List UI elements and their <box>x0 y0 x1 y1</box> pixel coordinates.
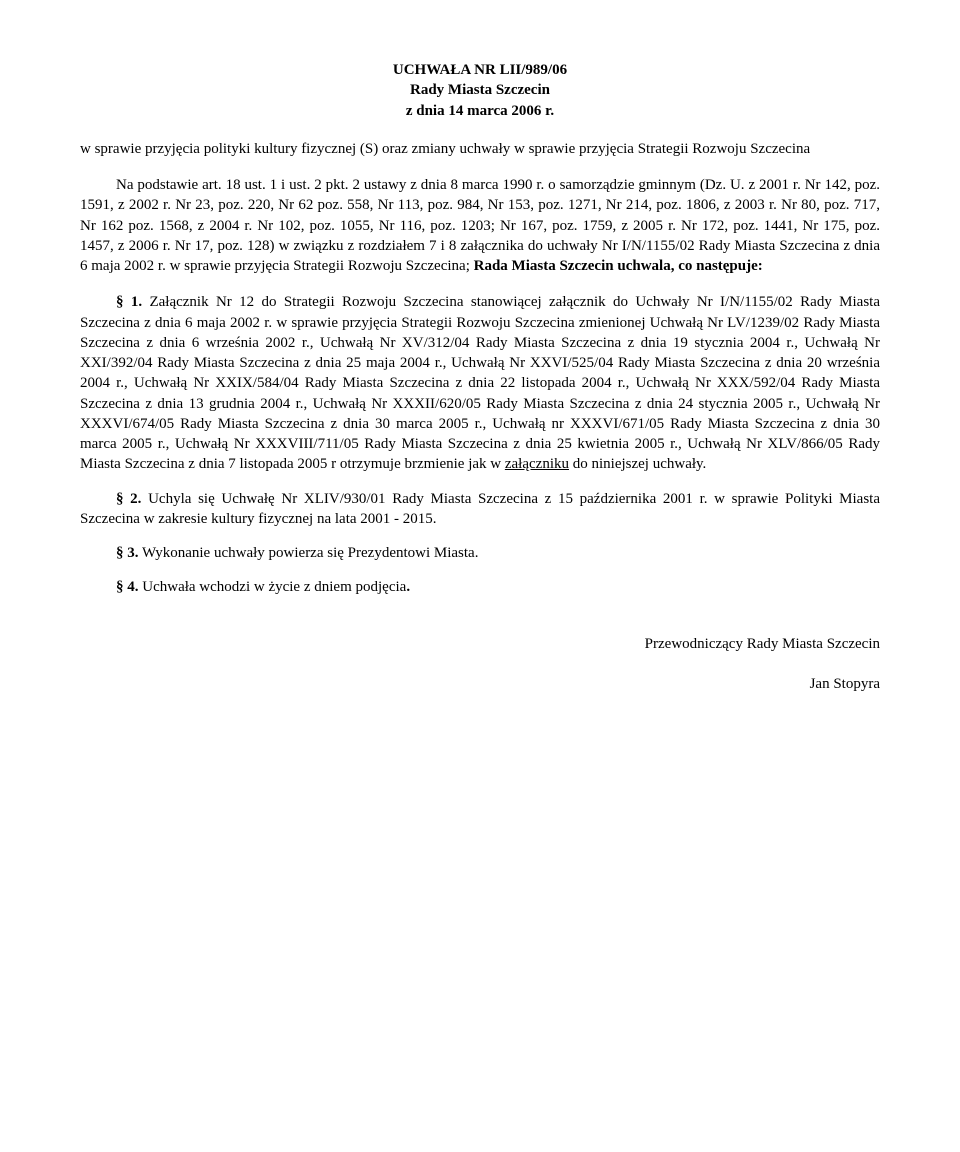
section-4-period: . <box>406 579 410 595</box>
section-4-text-a: Uchwała wchodzi w życie z dniem podjęcia <box>139 579 407 595</box>
section-4: § 4. Uchwała wchodzi w życie z dniem pod… <box>80 577 880 597</box>
document-header: UCHWAŁA NR LII/989/06 Rady Miasta Szczec… <box>80 60 880 121</box>
section-1: § 1. Załącznik Nr 12 do Strategii Rozwoj… <box>80 292 880 474</box>
section-3-text: Wykonanie uchwały powierza się Prezydent… <box>139 545 479 561</box>
section-2-text: Uchyla się Uchwałę Nr XLIV/930/01 Rady M… <box>80 491 880 527</box>
section-1-text-a: Załącznik Nr 12 do Strategii Rozwoju Szc… <box>80 294 880 472</box>
council-name: Rady Miasta Szczecin <box>80 80 880 100</box>
section-2: § 2. Uchyla się Uchwałę Nr XLIV/930/01 R… <box>80 489 880 530</box>
subject-text: w sprawie przyjęcia polityki kultury fiz… <box>80 141 810 157</box>
section-2-label: § 2. <box>116 491 141 507</box>
section-1-label: § 1. <box>116 294 142 310</box>
enacting-clause: Rada Miasta Szczecin uchwala, co następu… <box>474 258 763 274</box>
section-3-label: § 3. <box>116 545 139 561</box>
signature-title: Przewodniczący Rady Miasta Szczecin <box>80 634 880 654</box>
resolution-number: UCHWAŁA NR LII/989/06 <box>80 60 880 80</box>
section-4-label: § 4. <box>116 579 139 595</box>
resolution-subject: w sprawie przyjęcia polityki kultury fiz… <box>80 139 880 159</box>
resolution-date: z dnia 14 marca 2006 r. <box>80 101 880 121</box>
legal-basis-paragraph: Na podstawie art. 18 ust. 1 i ust. 2 pkt… <box>80 175 880 276</box>
signature-name: Jan Stopyra <box>80 674 880 694</box>
section-1-text-b: do niniejszej uchwały. <box>569 456 706 472</box>
section-3: § 3. Wykonanie uchwały powierza się Prez… <box>80 543 880 563</box>
attachment-link[interactable]: załączniku <box>505 456 569 472</box>
